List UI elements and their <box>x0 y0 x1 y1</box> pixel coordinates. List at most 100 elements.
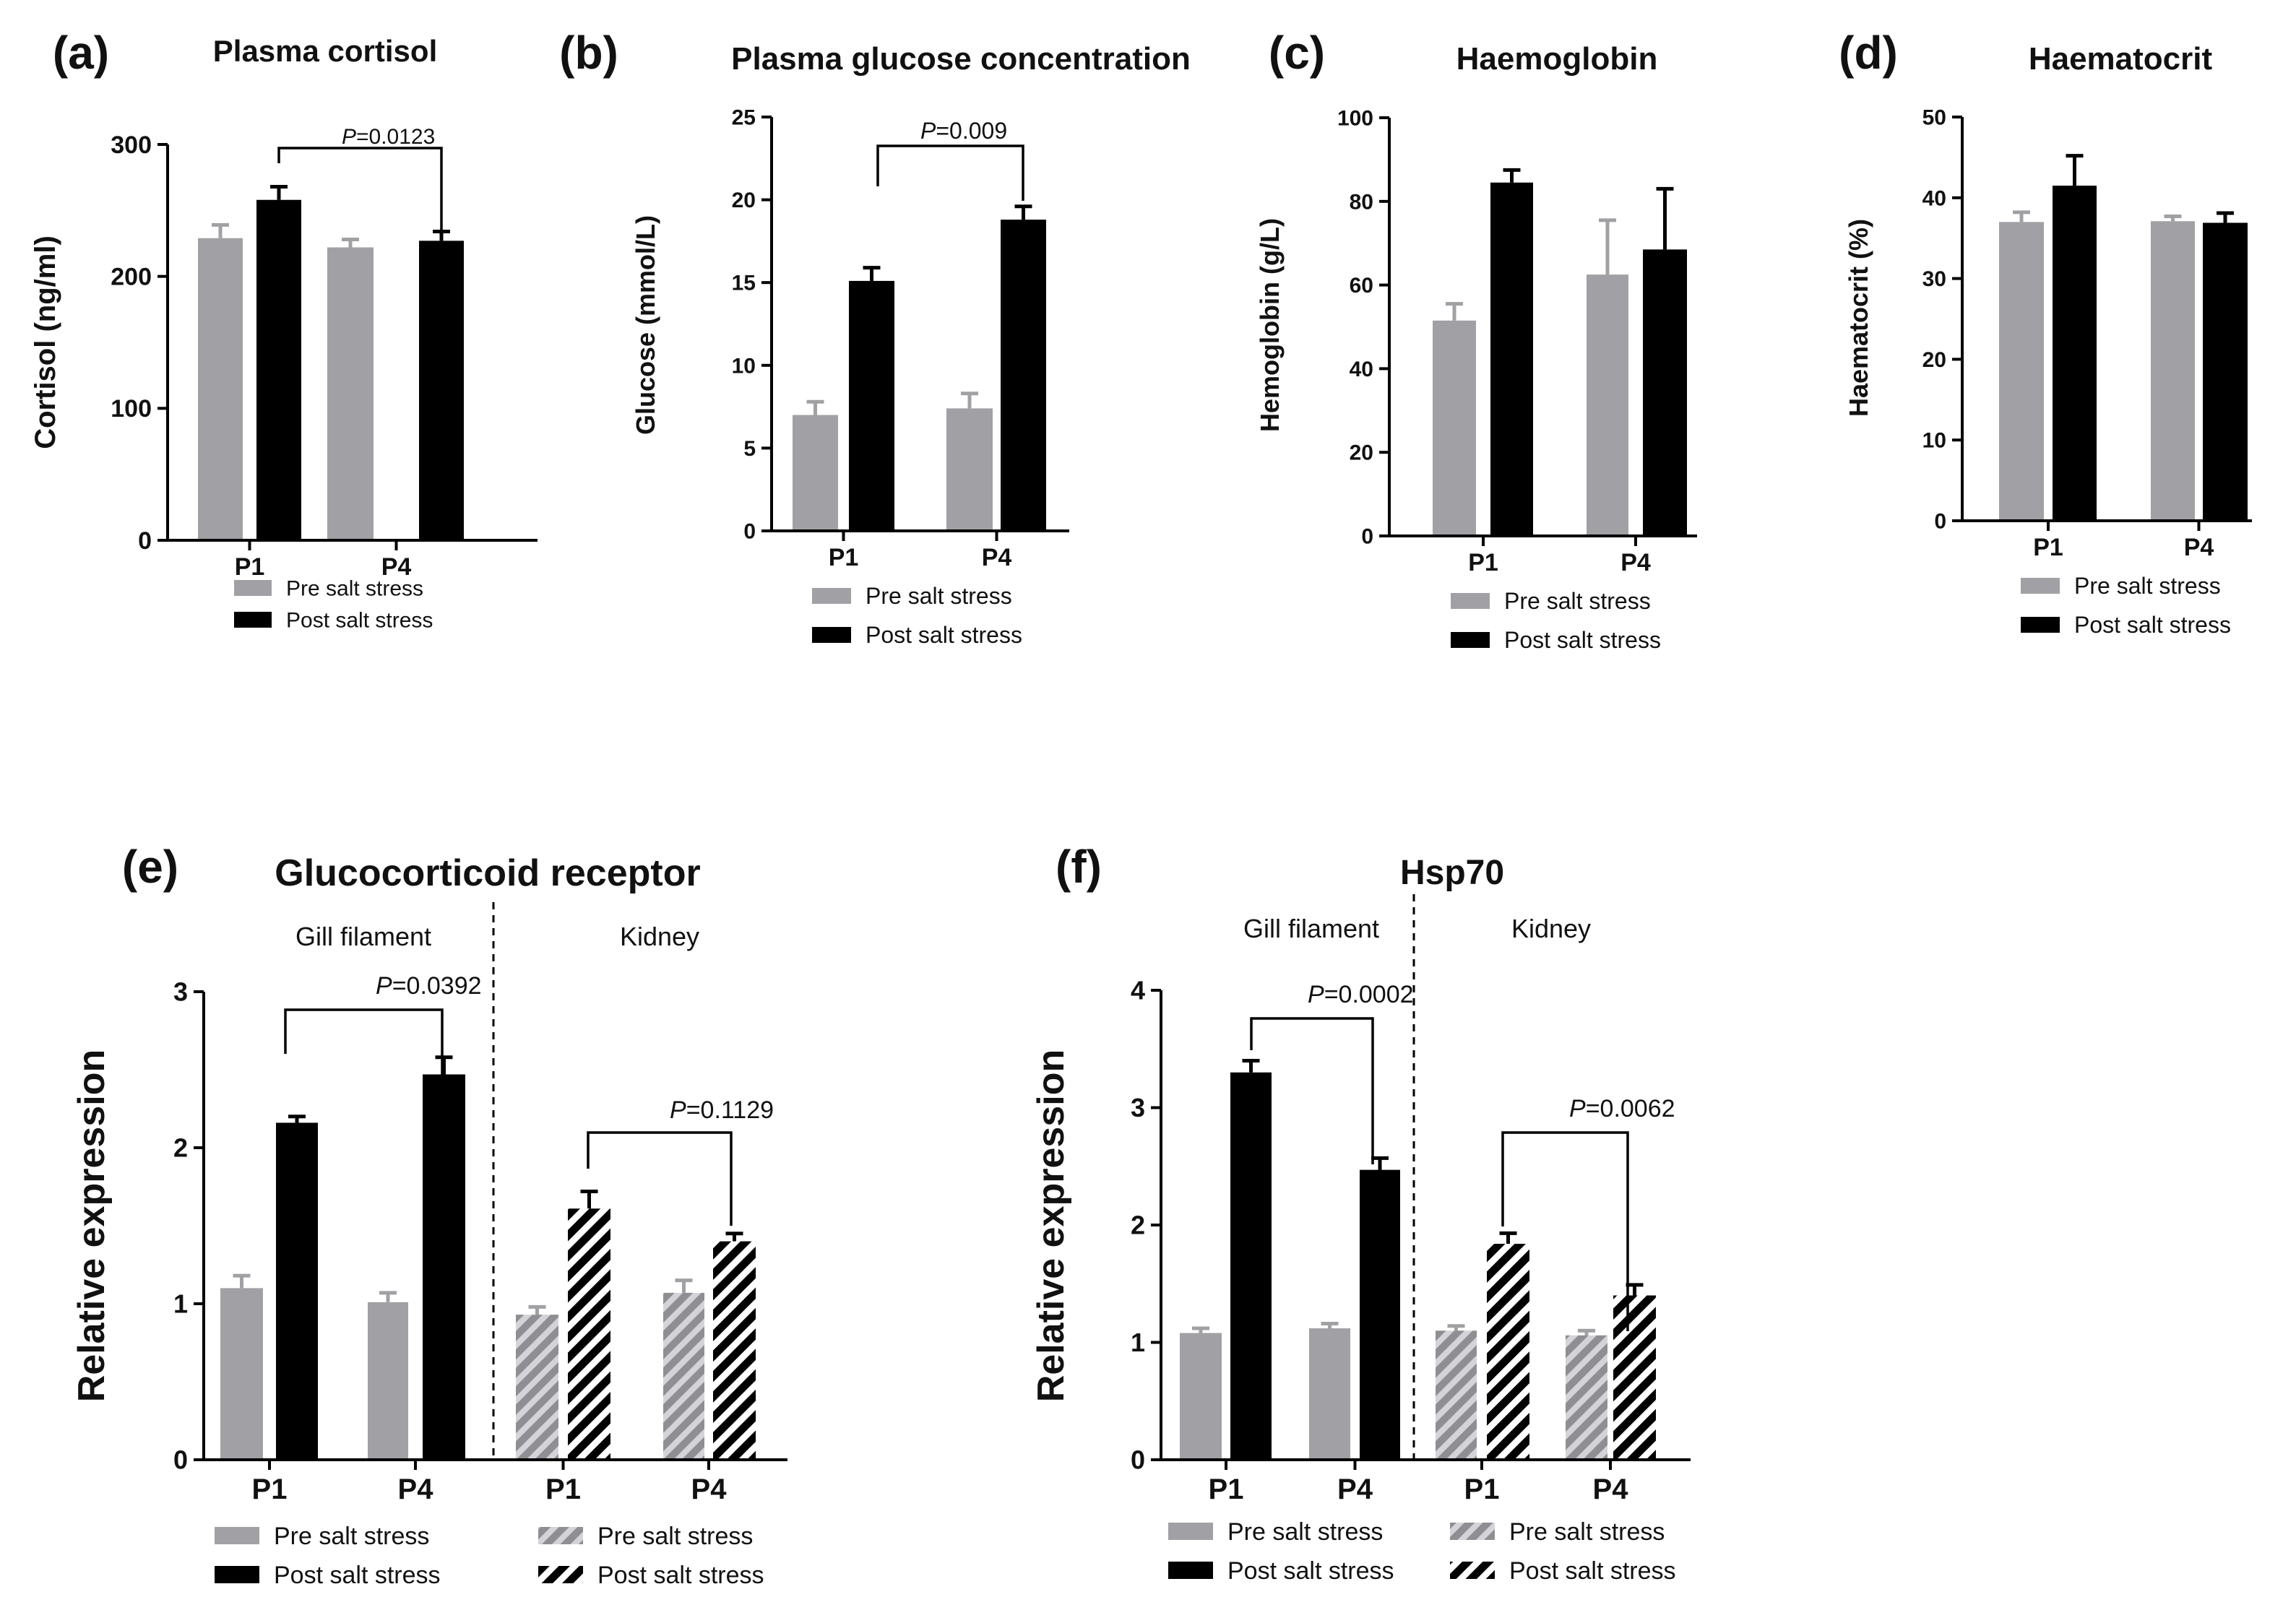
bar-pre-salt-stress <box>1566 1335 1607 1460</box>
bar-pre-salt-stress <box>946 408 993 531</box>
group-label: Gill filament <box>1243 914 1379 943</box>
p-value: =0.0392 <box>392 972 482 1000</box>
chart-title: Plasma cortisol <box>213 34 437 68</box>
y-tick-label: 60 <box>1350 274 1373 298</box>
legend-swatch-post <box>1451 632 1490 648</box>
p-value: =0.0002 <box>1324 981 1414 1008</box>
significance-bracket <box>1250 1017 1374 1164</box>
y-tick-label: 30 <box>1922 267 1946 291</box>
significance-bracket <box>284 1008 444 1079</box>
x-tick-label: P1 <box>1468 549 1498 576</box>
legend-label-post: Post salt stress <box>1509 1557 1676 1585</box>
y-tick-label: 200 <box>111 264 152 291</box>
chart-panel-c: (c) Haemoglobin Hemoglobin (g/L) 0 20 40 60 80 1… <box>1255 27 1697 653</box>
legend-swatch-pre <box>2021 578 2060 594</box>
legend-label-pre: Pre salt stress <box>597 1523 753 1550</box>
y-tick-label: 2 <box>1131 1211 1145 1240</box>
bar-pre-salt-stress <box>198 238 243 540</box>
bar-post-salt-stress <box>1643 249 1687 536</box>
panel-letter: (e) <box>122 841 178 893</box>
x-tick-label: P1 <box>252 1473 288 1505</box>
legend-label-pre: Pre salt stress <box>1509 1518 1665 1546</box>
x-tick-label: P1 <box>2033 534 2063 561</box>
legend-label-pre: Pre salt stress <box>866 583 1012 609</box>
y-tick-label: 10 <box>1922 429 1946 453</box>
chart-title: Plasma glucose concentration <box>731 41 1191 77</box>
bar-pre-salt-stress <box>1999 222 2044 521</box>
p-value: =0.1129 <box>686 1096 774 1124</box>
group-label: Kidney <box>1511 914 1591 943</box>
bar-post-salt-stress <box>568 1208 610 1460</box>
legend-label-post: Post salt stress <box>2074 612 2231 638</box>
legend-label-post: Post salt stress <box>274 1562 441 1589</box>
group-label: Gill filament <box>295 922 431 951</box>
p-symbol: P <box>1569 1095 1586 1122</box>
y-tick-label: 0 <box>743 520 756 544</box>
chart-title: Glucocorticoid receptor <box>275 852 700 894</box>
p-value: =0.0123 <box>356 125 435 149</box>
panel-letter: (b) <box>559 27 618 79</box>
p-symbol: P <box>342 125 356 149</box>
p-symbol: P <box>376 972 392 1000</box>
bar-pre-salt-stress <box>327 247 374 540</box>
legend-swatch-pre <box>1168 1523 1213 1540</box>
legend-swatch-pre <box>1451 593 1490 609</box>
significance-label: P=0.0123 <box>342 125 435 149</box>
bar-post-salt-stress <box>1360 1169 1400 1460</box>
y-tick-label: 5 <box>743 437 756 461</box>
legend-label-pre: Pre salt stress <box>1504 588 1651 614</box>
legend-swatch-post <box>234 612 272 628</box>
y-tick-label: 0 <box>1934 510 1946 534</box>
legend-swatch-pre <box>812 588 851 604</box>
y-tick-label: 100 <box>111 395 152 423</box>
chart-panel-f: (f) Hsp70 Relative expression 0 1 2 3 4 P1 P4 P1 P4… <box>1030 841 1691 1585</box>
x-tick-label: P1 <box>829 544 859 571</box>
legend-label-pre: Pre salt stress <box>2074 573 2221 599</box>
bar-post-salt-stress <box>713 1241 756 1460</box>
chart-panel-e: (e) Glucocorticoid receptor Relative expre… <box>71 841 787 1589</box>
legend-label-post: Post salt stress <box>286 609 433 633</box>
x-tick-label: P4 <box>381 553 412 581</box>
y-axis-label: Relative expression <box>71 1049 113 1402</box>
y-axis-label: Glucose (mmol/L) <box>631 215 660 435</box>
y-tick-label: 2 <box>173 1133 188 1163</box>
panel-letter: (c) <box>1269 27 1325 79</box>
legend-label-pre: Pre salt stress <box>1227 1518 1383 1546</box>
legend-label-post: Post salt stress <box>597 1562 764 1589</box>
y-tick-label: 0 <box>1361 525 1373 549</box>
chart-panel-a: (a) Plasma cortisol Cortisol (ng/ml) 0 100 20… <box>30 27 538 633</box>
significance-bracket <box>1501 1131 1629 1331</box>
legend-swatch-post <box>1168 1562 1213 1579</box>
y-tick-label: 4 <box>1131 976 1145 1005</box>
panel-letter: (d) <box>1839 27 1898 79</box>
bar-pre-salt-stress <box>368 1302 408 1460</box>
bar-pre-salt-stress <box>1180 1333 1222 1460</box>
bar-post-salt-stress <box>276 1122 318 1460</box>
legend-swatch-post <box>215 1566 259 1583</box>
x-tick-label: P1 <box>545 1473 581 1505</box>
legend-swatch-pre <box>1450 1523 1495 1540</box>
legend-swatch-post <box>538 1566 583 1583</box>
bar-pre-salt-stress <box>1436 1330 1477 1460</box>
y-tick-label: 15 <box>732 272 756 295</box>
bar-post-salt-stress <box>849 280 894 531</box>
significance-label: P=0.009 <box>920 118 1007 144</box>
bar-pre-salt-stress <box>793 415 838 531</box>
chart-title: Haemoglobin <box>1456 41 1658 77</box>
y-tick-label: 3 <box>1131 1093 1145 1122</box>
y-axis-label: Haematocrit (%) <box>1844 219 1873 417</box>
x-tick-label: P4 <box>1337 1473 1373 1505</box>
bar-pre-salt-stress <box>516 1315 558 1460</box>
legend-swatch-pre <box>234 580 272 596</box>
p-symbol: P <box>670 1096 686 1124</box>
y-tick-label: 20 <box>1922 348 1946 372</box>
y-axis-label: Cortisol (ng/ml) <box>30 235 61 449</box>
y-axis-label: Hemoglobin (g/L) <box>1255 218 1285 432</box>
bar-post-salt-stress <box>419 241 464 540</box>
x-tick-label: P1 <box>1464 1473 1500 1505</box>
y-tick-label: 1 <box>1131 1328 1145 1357</box>
y-tick-label: 1 <box>173 1289 188 1319</box>
y-tick-label: 80 <box>1350 190 1373 214</box>
legend-swatch-post <box>812 627 851 643</box>
